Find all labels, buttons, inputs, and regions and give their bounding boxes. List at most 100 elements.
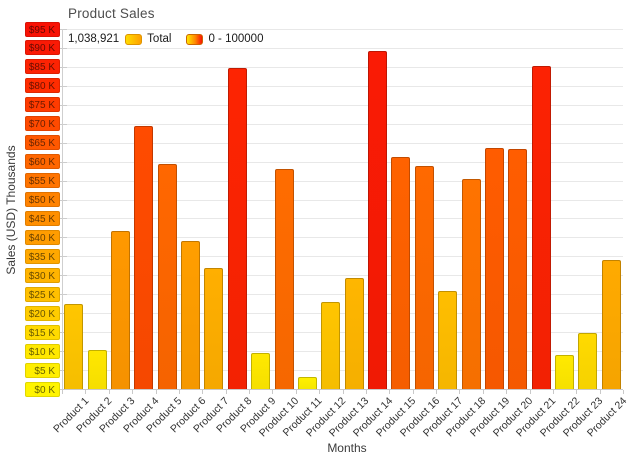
- bar-product-18[interactable]: [461, 179, 481, 389]
- gridline: [62, 142, 623, 144]
- bar-product-24[interactable]: [601, 260, 621, 389]
- x-tick: [85, 390, 87, 394]
- y-tick: [59, 104, 67, 106]
- x-tick: [319, 390, 321, 394]
- gridline: [62, 161, 623, 163]
- x-tick: [249, 390, 250, 394]
- y-tick: [59, 218, 67, 220]
- gridline: [62, 294, 623, 296]
- bar-product-19[interactable]: [484, 147, 504, 389]
- bar-product-15[interactable]: [391, 156, 411, 389]
- gridline: [62, 275, 623, 277]
- legend-total-label[interactable]: Total: [147, 33, 172, 45]
- x-tick: [623, 390, 624, 394]
- bar-product-22[interactable]: [555, 355, 575, 389]
- legend-total-swatch-icon[interactable]: [125, 33, 143, 45]
- legend-total-value: 1,038,921: [68, 33, 120, 45]
- x-tick: [459, 390, 461, 394]
- y-tick-label-badge: $10 K: [25, 343, 60, 359]
- y-tick-label-badge: $65 K: [25, 135, 60, 151]
- bar-product-1[interactable]: [64, 303, 84, 389]
- bar-product-7[interactable]: [204, 267, 224, 389]
- y-tick: [59, 142, 67, 144]
- gridline: [62, 180, 623, 182]
- y-axis-title: Sales (USD) Thousands: [4, 145, 18, 275]
- bar-product-4[interactable]: [134, 125, 154, 389]
- bar-product-11[interactable]: [297, 376, 317, 389]
- y-tick: [59, 256, 67, 258]
- x-tick: [295, 390, 297, 394]
- y-tick-label-badge: $55 K: [25, 173, 60, 189]
- gridline: [62, 313, 623, 315]
- y-tick-label-badge: $80 K: [25, 78, 60, 94]
- legend-range-label[interactable]: 0 - 100000: [208, 33, 264, 45]
- bar-product-10[interactable]: [274, 169, 294, 389]
- y-tick: [59, 370, 67, 372]
- bar-product-9[interactable]: [251, 353, 271, 389]
- y-tick-label-badge: $45 K: [25, 210, 60, 226]
- y-tick: [59, 123, 67, 125]
- bar-product-5[interactable]: [157, 163, 177, 389]
- x-tick: [342, 390, 344, 394]
- x-axis-title: Months: [327, 441, 367, 455]
- y-tick: [59, 66, 67, 68]
- x-tick: [365, 390, 367, 394]
- x-tick: [482, 390, 484, 394]
- bar-product-13[interactable]: [344, 278, 364, 389]
- y-tick: [59, 351, 67, 353]
- x-tick: [155, 390, 157, 394]
- bar-product-14[interactable]: [368, 50, 388, 389]
- x-tick: [389, 390, 391, 394]
- y-tick-label-badge: $30 K: [25, 267, 60, 283]
- y-tick: [59, 29, 67, 30]
- legend-range-swatch-icon[interactable]: [186, 33, 204, 45]
- chart-legend: 1,038,921 Total 0 - 100000: [68, 31, 263, 47]
- y-tick: [59, 313, 67, 315]
- x-tick: [225, 390, 227, 394]
- y-tick-label-badge: $0 K: [25, 381, 60, 397]
- x-tick: [108, 390, 110, 394]
- gridline: [62, 29, 623, 30]
- bar-product-21[interactable]: [531, 65, 551, 389]
- bar-product-2[interactable]: [87, 349, 107, 389]
- y-tick: [59, 161, 67, 163]
- gridline: [62, 199, 623, 201]
- bar-product-3[interactable]: [110, 231, 130, 389]
- y-tick: [59, 85, 67, 87]
- y-tick-label-badge: $25 K: [25, 286, 60, 302]
- x-tick: [436, 390, 437, 394]
- bar-product-6[interactable]: [181, 241, 201, 389]
- gridline: [62, 66, 623, 68]
- x-tick: [202, 390, 204, 394]
- x-tick: [178, 390, 180, 394]
- bar-product-8[interactable]: [227, 68, 247, 389]
- gridline: [62, 104, 623, 106]
- y-tick: [59, 199, 67, 201]
- y-tick-label-badge: $85 K: [25, 59, 60, 75]
- y-tick-label-badge: $15 K: [25, 324, 60, 340]
- y-tick-label-badge: $75 K: [25, 97, 60, 113]
- bar-product-23[interactable]: [578, 332, 598, 389]
- bar-product-17[interactable]: [438, 291, 458, 389]
- gridline: [62, 332, 623, 334]
- x-axis-line: [62, 389, 623, 390]
- y-tick: [59, 294, 67, 296]
- gridline: [62, 256, 623, 258]
- bar-product-12[interactable]: [321, 301, 341, 389]
- x-tick: [506, 390, 508, 394]
- y-tick: [59, 332, 67, 334]
- bar-product-20[interactable]: [508, 149, 528, 389]
- gridline: [62, 370, 623, 372]
- y-tick: [59, 180, 67, 182]
- y-tick-label-badge: $95 K: [25, 21, 60, 37]
- x-tick: [132, 390, 134, 394]
- y-tick-label-badge: $35 K: [25, 248, 60, 264]
- x-tick: [62, 390, 63, 394]
- x-tick: [599, 390, 601, 394]
- y-tick: [59, 47, 67, 49]
- y-axis-line: [62, 29, 63, 393]
- x-tick: [529, 390, 531, 394]
- bar-product-16[interactable]: [414, 165, 434, 389]
- x-tick: [552, 390, 554, 394]
- gridline: [62, 85, 623, 87]
